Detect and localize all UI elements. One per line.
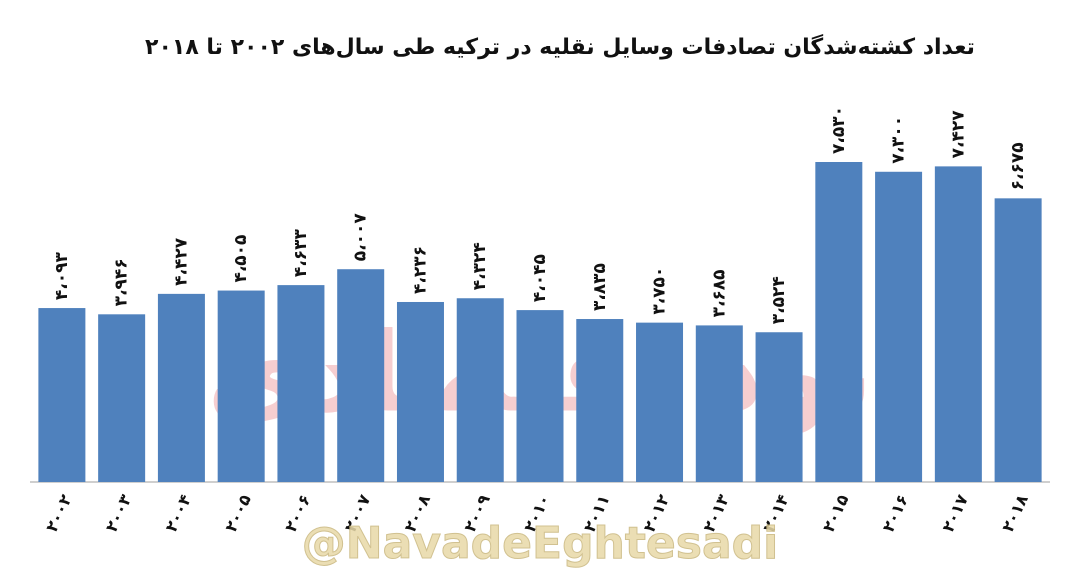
watermark: @NavadeEghtesadi bbox=[302, 518, 778, 569]
value-label: ۷،۴۲۷ bbox=[948, 110, 968, 159]
value-label: ۳،۶۸۵ bbox=[709, 269, 729, 317]
bar bbox=[576, 319, 624, 482]
value-label: ۴،۰۹۳ bbox=[52, 251, 72, 300]
bar bbox=[516, 310, 564, 482]
bar bbox=[994, 198, 1042, 482]
value-label: ۴،۴۲۷ bbox=[171, 237, 191, 286]
value-label: ۳،۵۲۴ bbox=[769, 276, 789, 324]
bar bbox=[277, 285, 325, 482]
bar bbox=[456, 298, 504, 482]
bar bbox=[875, 171, 923, 482]
value-label: ۳،۹۴۶ bbox=[112, 258, 132, 306]
bar bbox=[396, 301, 444, 482]
value-label: ۴،۰۴۵ bbox=[530, 254, 550, 302]
bar bbox=[934, 166, 982, 483]
bar bbox=[157, 293, 205, 482]
value-label: ۴،۵۰۵ bbox=[231, 235, 251, 283]
value-label: ۳،۷۵۰ bbox=[650, 267, 670, 315]
bar bbox=[217, 290, 265, 482]
value-label: ۳،۸۳۵ bbox=[590, 263, 610, 311]
value-label: ۴،۳۲۴ bbox=[470, 242, 490, 290]
bar bbox=[695, 325, 743, 482]
value-label: ۷،۵۳۰ bbox=[829, 106, 849, 154]
bar bbox=[815, 162, 863, 482]
value-label: ۶،۶۷۵ bbox=[1008, 142, 1028, 190]
value-label: ۴،۲۳۶ bbox=[410, 246, 430, 294]
bar bbox=[636, 322, 684, 482]
bar bbox=[98, 314, 146, 482]
chart-title: تعداد کشته‌شدگان تصادفات وسایل نقلیه در … bbox=[145, 33, 975, 60]
value-label: ۷،۳۰۰ bbox=[889, 116, 909, 164]
value-label: ۵،۰۰۷ bbox=[351, 213, 371, 262]
bar bbox=[337, 269, 385, 482]
value-label: ۴،۶۳۳ bbox=[291, 229, 311, 278]
bar bbox=[755, 332, 803, 482]
bar bbox=[38, 308, 86, 482]
